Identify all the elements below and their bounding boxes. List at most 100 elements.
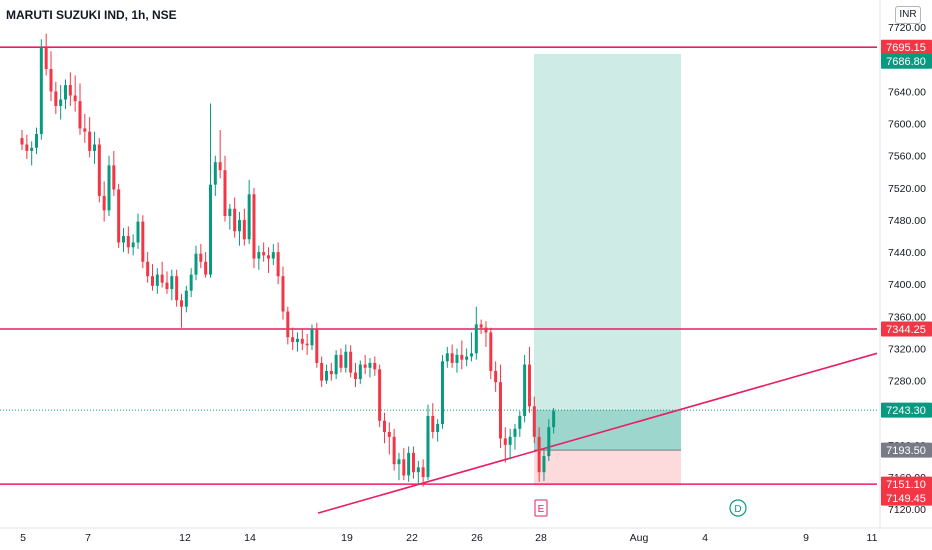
candle-body	[131, 242, 135, 248]
candle-body	[141, 221, 145, 262]
candle-body	[527, 364, 531, 407]
price-label	[881, 490, 932, 506]
price-label-text: 7151.10	[886, 479, 926, 491]
candle-body	[498, 382, 502, 439]
candle-body	[228, 208, 232, 216]
candle-body	[54, 91, 58, 106]
candle-body	[102, 195, 106, 211]
candle-body	[34, 134, 38, 148]
candle-body	[155, 274, 159, 286]
y-tick-label: 7480.00	[888, 215, 926, 227]
price-label-text: 7686.80	[886, 56, 926, 68]
candle-body	[489, 332, 493, 371]
trendline[interactable]	[317, 352, 878, 514]
candle-body	[300, 338, 304, 344]
candle-body	[170, 276, 174, 290]
price-label-text: 7193.50	[886, 445, 926, 457]
earnings-marker[interactable]	[534, 499, 548, 517]
x-tick-label: 28	[535, 532, 547, 544]
x-tick-label: 9	[803, 532, 809, 544]
candle-body	[445, 353, 449, 362]
candle-body	[537, 436, 541, 473]
y-tick-label: 7720.00	[888, 22, 926, 34]
candle-body	[552, 411, 556, 428]
x-tick-label: 19	[341, 532, 353, 544]
candle-body	[402, 459, 406, 476]
y-tick-label: 7640.00	[888, 86, 926, 98]
candle-body	[387, 432, 391, 437]
candle-body	[426, 415, 430, 477]
price-label	[881, 321, 932, 337]
candle-body	[324, 370, 328, 381]
x-tick-label: 4	[702, 532, 708, 544]
chart-title: MARUTI SUZUKI IND, 1h, NSE	[6, 8, 177, 22]
candle-body	[479, 324, 483, 328]
candle-body	[223, 170, 227, 216]
candle-body	[455, 354, 459, 363]
candle-body	[68, 85, 72, 96]
candle-body	[358, 364, 362, 380]
candle-body	[237, 219, 241, 232]
candle-body	[547, 427, 551, 457]
y-tick-label: 7560.00	[888, 151, 926, 163]
y-tick-label: 7440.00	[888, 247, 926, 259]
candle-body	[136, 221, 140, 243]
x-tick-label: Aug	[630, 532, 649, 544]
candle-body	[334, 354, 338, 375]
currency-badge[interactable]: INR	[895, 6, 921, 24]
candle-body	[218, 162, 222, 171]
candle-body	[150, 276, 154, 286]
candle-body	[49, 69, 53, 92]
candle-body	[431, 415, 435, 433]
candle-body	[146, 261, 150, 277]
candle-body	[407, 452, 411, 476]
candle-body	[25, 144, 29, 151]
candle-body	[378, 369, 382, 421]
price-label	[881, 442, 932, 458]
candle-body	[353, 372, 357, 380]
candle-body	[315, 329, 319, 363]
candle-body	[78, 101, 82, 129]
x-tick-label: 26	[471, 532, 483, 544]
candle-body	[339, 354, 343, 368]
profit-zone[interactable]	[534, 53, 681, 451]
candle-body	[494, 370, 498, 383]
loss-zone[interactable]	[534, 450, 681, 486]
candle-body	[44, 47, 48, 70]
candle-body	[199, 253, 203, 262]
candle-body	[262, 252, 266, 256]
candle-body	[465, 356, 469, 360]
candle-body	[97, 144, 101, 196]
y-tick-label: 7120.00	[888, 504, 926, 516]
price-label	[881, 402, 932, 418]
price-label-text: 7149.45	[886, 493, 926, 505]
candle-body	[503, 438, 507, 445]
candle-body	[281, 276, 285, 312]
candle-body	[542, 456, 546, 473]
candle-body	[310, 329, 314, 346]
x-tick-label: 7	[85, 532, 91, 544]
candle-body	[523, 364, 527, 416]
candle-body	[305, 343, 309, 346]
candle-body	[121, 236, 125, 243]
x-tick-label: 11	[867, 532, 878, 544]
candle-body	[344, 351, 348, 368]
candle-body	[194, 253, 198, 275]
candle-body	[175, 276, 179, 301]
candle-body	[469, 353, 473, 357]
candle-body	[204, 261, 208, 275]
candle-body	[373, 362, 377, 370]
price-label-text: 7695.15	[886, 42, 926, 54]
candle-body	[126, 236, 130, 248]
candle-body	[460, 354, 464, 360]
y-tick-label: 7280.00	[888, 376, 926, 388]
candle-body	[242, 219, 246, 240]
dividend-marker[interactable]	[729, 499, 747, 517]
candle-body	[382, 420, 386, 433]
earnings-marker-label: E	[538, 504, 545, 515]
candle-body	[73, 95, 77, 102]
candle-body	[252, 194, 256, 259]
candle-body	[112, 165, 116, 190]
candle-body	[63, 85, 67, 100]
